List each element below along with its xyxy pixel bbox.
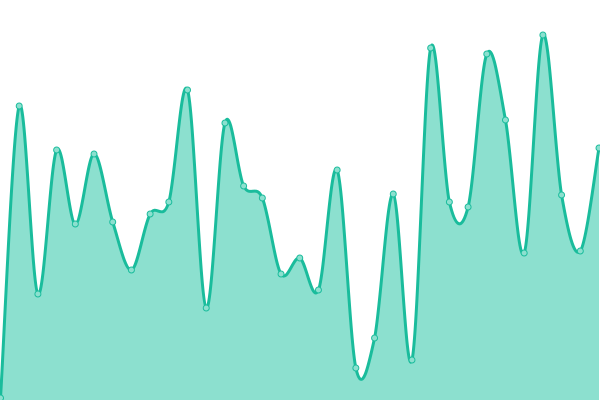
data-point-21 <box>389 190 397 198</box>
data-point-7 <box>127 266 135 274</box>
data-point-5 <box>90 150 98 158</box>
data-point-13 <box>240 182 248 190</box>
data-point-15 <box>277 270 285 278</box>
data-points <box>0 31 600 400</box>
data-point-25 <box>464 203 472 211</box>
data-point-23 <box>427 44 435 52</box>
data-point-0 <box>0 394 4 400</box>
data-point-11 <box>202 304 210 312</box>
data-point-2 <box>34 290 42 298</box>
data-point-26 <box>483 50 491 58</box>
data-point-20 <box>371 334 379 342</box>
area-fill <box>0 34 599 400</box>
data-point-18 <box>333 166 341 174</box>
data-point-8 <box>146 210 154 218</box>
data-point-10 <box>184 86 192 94</box>
data-point-3 <box>53 146 61 154</box>
data-point-22 <box>408 356 416 364</box>
data-point-4 <box>71 220 79 228</box>
data-point-14 <box>258 194 266 202</box>
data-point-31 <box>576 247 584 255</box>
data-point-27 <box>501 116 509 124</box>
data-point-32 <box>595 144 600 152</box>
data-point-29 <box>539 31 547 39</box>
data-point-24 <box>445 198 453 206</box>
data-point-12 <box>221 119 229 127</box>
data-point-16 <box>296 254 304 262</box>
data-point-1 <box>15 102 23 110</box>
data-point-30 <box>558 191 566 199</box>
data-point-6 <box>109 218 117 226</box>
data-point-19 <box>352 364 360 372</box>
data-point-9 <box>165 198 173 206</box>
data-point-28 <box>520 249 528 257</box>
data-point-17 <box>314 286 322 294</box>
